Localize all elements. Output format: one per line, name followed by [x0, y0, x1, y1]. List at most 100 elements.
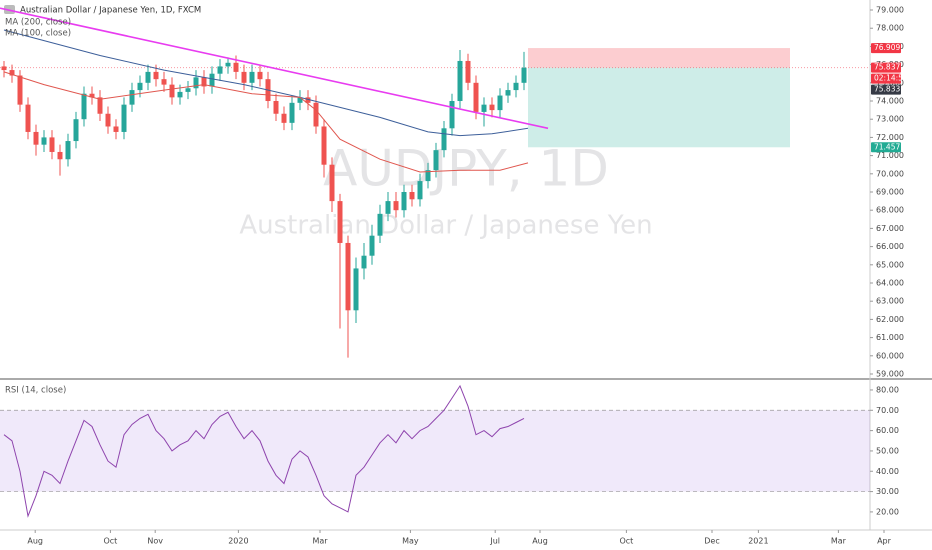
candle-body [57, 151, 63, 160]
candle-body [497, 95, 503, 111]
y-tick-label: 60.00 [876, 426, 899, 435]
candle-body [185, 88, 191, 92]
rsi-band [0, 410, 870, 492]
candle-body [425, 170, 431, 182]
candle-body [49, 137, 55, 152]
x-tick-label: Oct [103, 537, 117, 546]
y-tick-label: 69.000 [876, 188, 904, 197]
candle-body [113, 126, 119, 132]
y-tick-label: 74.000 [876, 97, 904, 106]
watermark-symbol: AUDJPY, 1D [323, 140, 609, 198]
legend-entry: RSI (14, close) [5, 386, 66, 396]
candle-body [305, 97, 311, 103]
x-tick-label: Nov [147, 537, 163, 546]
candle-body [489, 104, 495, 111]
x-tick-label: Apr [877, 537, 892, 546]
legend-entry: MA (100, close) [5, 29, 71, 39]
candle-body [9, 70, 15, 76]
candle-body [289, 102, 295, 123]
candle-body [345, 242, 351, 311]
candle-body [417, 181, 423, 200]
candle-body [169, 84, 175, 98]
last-price-label: 75.833 [874, 85, 900, 94]
entry-label: 75.837 [874, 63, 900, 72]
y-tick-label: 66.000 [876, 242, 904, 251]
candle-body [33, 131, 39, 145]
x-tick-label: Mar [831, 537, 847, 546]
watermark-name: Australian Dollar / Japanese Yen [239, 211, 652, 241]
candle-body [137, 82, 143, 91]
y-tick-label: 40.00 [876, 467, 899, 476]
candle-body [201, 77, 207, 87]
candle-body [193, 77, 199, 89]
candle-body [449, 101, 455, 129]
candle-body [481, 104, 487, 112]
y-tick-label: 67.000 [876, 224, 904, 233]
y-tick-label: 30.00 [876, 487, 899, 496]
x-tick-label: May [402, 537, 419, 546]
candle-body [361, 255, 367, 269]
stop-label-box [871, 43, 901, 54]
candle-body [129, 90, 135, 105]
y-tick-label: 72.000 [876, 133, 904, 142]
candle-body [89, 93, 95, 98]
x-tick-label: 2021 [748, 537, 768, 546]
x-tick-label: Aug [27, 537, 43, 546]
chart-title: Australian Dollar / Japanese Yen, 1D, FX… [20, 6, 201, 16]
candle-body [241, 71, 247, 83]
target-label-box [871, 142, 901, 153]
countdown-label-box [871, 73, 901, 84]
candle-body [457, 60, 463, 102]
y-tick-label: 20.00 [876, 507, 899, 516]
trendline [0, 7, 549, 130]
candle-body [233, 62, 239, 72]
candle-body [329, 164, 335, 202]
target-label: 71.457 [874, 142, 900, 151]
y-tick-label: 62.000 [876, 315, 904, 324]
candle-body [433, 150, 439, 171]
candle-body [65, 141, 71, 160]
candle-body [177, 91, 183, 98]
candle-body [465, 60, 471, 83]
candle-body [393, 201, 399, 211]
y-tick-label: 64.000 [876, 278, 904, 287]
candle-body [353, 268, 359, 311]
candle-body [441, 128, 447, 151]
candle-body [313, 102, 319, 127]
candle-body [521, 67, 527, 83]
y-tick-label: 80.00 [876, 385, 899, 394]
candle-body [337, 201, 343, 243]
candle-body [377, 213, 383, 236]
candle-body [281, 113, 287, 123]
entry-label-box [871, 62, 901, 73]
legend-entry: MA (200, close) [5, 18, 71, 28]
candle-body [225, 62, 231, 67]
candle-body [97, 97, 103, 114]
x-tick-label: Mar [312, 537, 328, 546]
y-tick-label: 79.000 [876, 6, 904, 15]
candle-body [1, 66, 7, 71]
candle-body [41, 137, 47, 145]
ma-line [3, 29, 529, 137]
candle-body [81, 93, 87, 120]
rsi-line [3, 384, 525, 518]
x-tick-label: Jul [489, 537, 500, 546]
y-tick-label: 70.000 [876, 169, 904, 178]
candle-body [273, 101, 279, 114]
y-tick-label: 73.000 [876, 115, 904, 124]
candle-body [321, 126, 327, 165]
candle-body [385, 201, 391, 214]
y-tick-label: 68.000 [876, 206, 904, 215]
candle-body [409, 192, 415, 200]
candle-body [161, 79, 167, 85]
candle-body [217, 66, 223, 74]
y-tick-label: 50.00 [876, 446, 899, 455]
candle-body [297, 97, 303, 103]
candle-body [249, 71, 255, 83]
candle-body [473, 82, 479, 112]
y-tick-label: 61.000 [876, 333, 904, 342]
candle-body [105, 113, 111, 127]
candle-body [153, 71, 159, 80]
countdown-label: 02:14:52 [874, 74, 908, 83]
